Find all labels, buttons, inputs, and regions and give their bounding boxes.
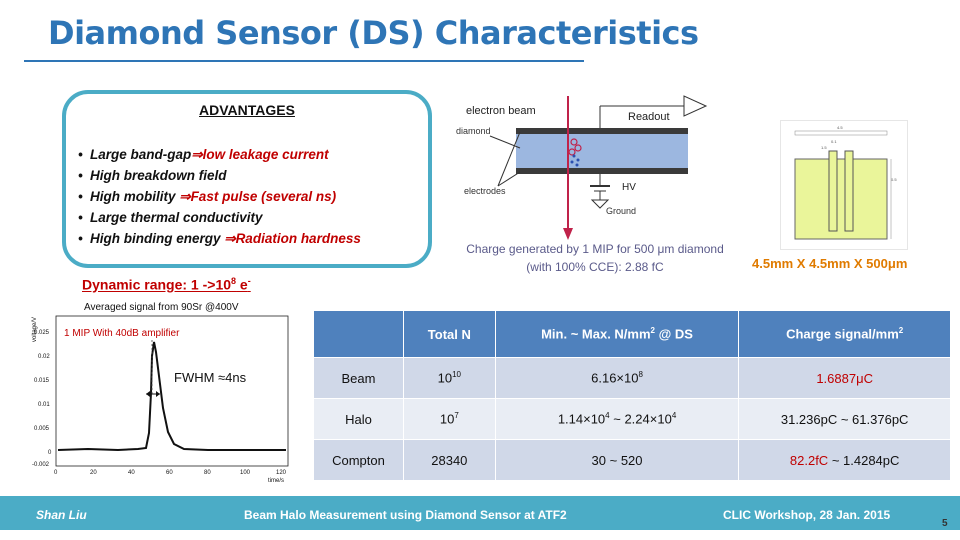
ytick-label: 0.01: [38, 402, 50, 408]
ytick-label: 0.025: [34, 330, 50, 336]
drawing-dim-label: 0.1: [831, 139, 837, 144]
row-name: Compton: [313, 439, 404, 481]
xtick-label: 60: [166, 470, 173, 476]
header-minmax: Min. ~ Max. N/mm2 @ DS: [494, 310, 740, 358]
row-name: Beam: [313, 357, 404, 399]
ytick-label: 0.015: [34, 378, 50, 384]
arrow-icon: ⇒: [179, 189, 191, 204]
list-item: • High binding energy ⇒Radiation hardness: [78, 231, 361, 246]
plot-xlabel: time/s: [268, 478, 284, 484]
header-blank: [313, 310, 404, 358]
cell-total: 107: [402, 398, 496, 440]
ytick-label: 0.02: [38, 354, 50, 360]
hv-label: HV: [622, 182, 636, 193]
sensor-diagram: electron beam Readout diamond electrodes…: [456, 95, 708, 240]
xtick-label: 100: [240, 470, 251, 476]
readout-label: Readout: [628, 111, 670, 123]
ytick-label: 0: [48, 450, 52, 456]
advantages-title: ADVANTAGES: [199, 102, 295, 118]
drawing-dim-label: 0.5: [891, 177, 897, 182]
plot-title: Averaged signal from 90Sr @400V: [84, 302, 239, 313]
slide-title: Diamond Sensor (DS) Characteristics: [48, 14, 699, 52]
ground-label: Ground: [606, 206, 636, 216]
cell-minmax: 1.14×104 ~ 2.24×104: [494, 398, 740, 440]
xtick-label: 20: [90, 470, 97, 476]
table-row: Beam 1010 6.16×108 1.6887μC: [313, 357, 951, 399]
plot-ylabel: voltage/V: [32, 317, 38, 342]
xtick-label: 120: [276, 470, 287, 476]
cell-total: 1010: [402, 357, 496, 399]
page-number: 5: [942, 518, 948, 529]
table-row: Halo 107 1.14×104 ~ 2.24×104 31.236pC ~ …: [313, 398, 951, 440]
signal-trace: [57, 341, 286, 452]
title-underline: [24, 60, 584, 62]
sensor-dimensions: 4.5mm X 4.5mm X 500μm: [752, 256, 908, 271]
footer-bar: Shan Liu Beam Halo Measurement using Dia…: [0, 496, 960, 530]
footer-talk-title: Beam Halo Measurement using Diamond Sens…: [244, 508, 567, 522]
ytick-label: 0.005: [34, 426, 50, 432]
cell-charge: 82.2fC ~ 1.4284pC: [738, 439, 951, 481]
mip-label: 1 MIP With 40dB amplifier: [64, 328, 180, 339]
cell-total: 28340: [402, 439, 496, 481]
advantages-box: ADVANTAGES • Large band-gap⇒low leakage c…: [62, 90, 432, 268]
header-total: Total N: [402, 310, 496, 358]
arrow-icon: ⇒: [191, 147, 203, 162]
list-item: • High mobility ⇒Fast pulse (several ns): [78, 189, 337, 204]
drawing-dim-label: 1.5: [821, 145, 827, 150]
particle-table: Total N Min. ~ Max. N/mm2 @ DS Charge si…: [313, 310, 951, 481]
xtick-label: 0: [54, 470, 58, 476]
xtick-label: 80: [204, 470, 211, 476]
beam-label: electron beam: [466, 105, 536, 117]
header-charge: Charge signal/mm2: [738, 310, 951, 358]
cell-minmax: 6.16×108: [494, 357, 740, 399]
list-item: • High breakdown field: [78, 168, 227, 183]
ytick-label: -0.002: [32, 462, 50, 468]
dynamic-range-label: Dynamic range: 1 ->108 e-: [82, 276, 251, 293]
list-item: • Large thermal conductivity: [78, 210, 263, 225]
row-name: Halo: [313, 398, 404, 440]
footer-author: Shan Liu: [36, 508, 87, 522]
list-item: • Large band-gap⇒low leakage current: [78, 147, 329, 162]
cell-charge: 1.6887μC: [738, 357, 951, 399]
cell-charge: 31.236pC ~ 61.376pC: [738, 398, 951, 440]
footer-event: CLIC Workshop, 28 Jan. 2015: [723, 508, 891, 522]
drawing-dim-label: 4.5: [837, 125, 843, 130]
advantages-list: • Large band-gap⇒low leakage current • Hig…: [78, 144, 361, 249]
table-header-row: Total N Min. ~ Max. N/mm2 @ DS Charge si…: [313, 310, 951, 358]
diamond-label: diamond: [456, 126, 491, 136]
charge-note: Charge generated by 1 MIP for 500 μm dia…: [466, 242, 724, 274]
sensor-drawing: 4.5 0.1 1.5 0.5: [780, 120, 908, 250]
signal-plot: Averaged signal from 90Sr @400V voltage/…: [28, 298, 296, 484]
fwhm-label: FWHM ≈4ns: [174, 370, 247, 385]
electrodes-label: electrodes: [464, 186, 506, 196]
xtick-label: 40: [128, 470, 135, 476]
arrow-icon: ⇒: [224, 231, 236, 246]
table-row: Compton 28340 30 ~ 520 82.2fC ~ 1.4284pC: [313, 439, 951, 481]
cell-minmax: 30 ~ 520: [494, 439, 740, 481]
